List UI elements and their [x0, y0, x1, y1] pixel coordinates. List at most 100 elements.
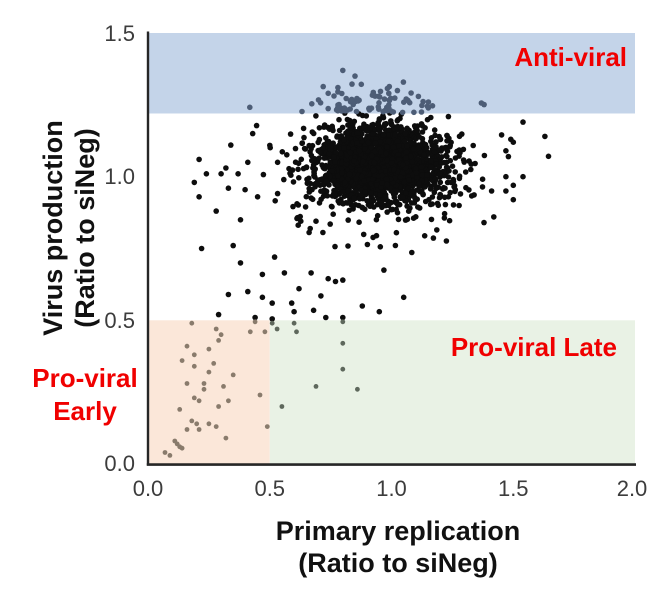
data-point	[334, 182, 341, 188]
data-point	[301, 145, 308, 152]
data-point	[386, 105, 392, 112]
data-point	[364, 198, 370, 204]
data-point	[309, 101, 315, 107]
data-point	[300, 125, 307, 132]
data-point	[323, 172, 329, 179]
data-point	[367, 125, 373, 131]
data-point	[313, 218, 319, 224]
data-point	[313, 113, 319, 119]
data-point	[384, 157, 391, 164]
data-point	[402, 130, 409, 137]
data-point	[310, 164, 317, 171]
data-point	[330, 127, 336, 134]
data-point	[491, 214, 497, 220]
data-point	[230, 242, 236, 249]
data-point	[340, 319, 346, 325]
data-point	[380, 132, 387, 138]
data-point	[363, 113, 370, 119]
data-point	[419, 102, 425, 109]
data-point	[403, 149, 410, 155]
data-point	[403, 96, 410, 102]
data-point	[399, 194, 406, 200]
data-point	[352, 73, 358, 79]
data-point	[359, 204, 366, 211]
data-point	[179, 358, 185, 363]
data-point	[299, 140, 305, 147]
data-point	[342, 179, 348, 186]
data-point	[281, 176, 287, 183]
data-point	[343, 160, 350, 167]
data-point	[463, 184, 469, 191]
data-point	[191, 179, 198, 186]
data-point	[373, 216, 380, 223]
data-point	[249, 130, 256, 137]
data-point	[390, 144, 397, 151]
data-point	[269, 300, 276, 306]
data-point	[340, 340, 346, 346]
data-point	[320, 188, 326, 195]
data-point	[362, 189, 368, 195]
data-point	[462, 169, 469, 175]
data-point	[344, 187, 351, 194]
data-point	[429, 103, 436, 109]
data-point	[382, 121, 388, 127]
data-point	[436, 171, 443, 177]
data-point	[340, 201, 346, 207]
data-point	[478, 100, 485, 106]
data-point	[296, 175, 302, 181]
pro-viral-early-label-line2: Early	[53, 396, 117, 426]
data-point	[356, 147, 363, 154]
data-point	[198, 245, 205, 252]
data-point	[428, 158, 434, 164]
data-point	[450, 178, 457, 185]
data-point	[269, 316, 276, 322]
data-point	[457, 191, 464, 197]
data-point	[377, 139, 384, 145]
data-point	[247, 329, 253, 335]
data-point	[318, 196, 324, 203]
data-point	[410, 146, 417, 152]
data-point	[383, 150, 389, 157]
data-point	[347, 117, 353, 124]
data-point	[503, 188, 509, 194]
data-point	[191, 352, 197, 358]
data-point	[294, 329, 299, 335]
data-point	[424, 144, 430, 151]
data-point	[310, 307, 317, 314]
data-point	[290, 179, 297, 185]
data-point	[360, 231, 367, 238]
data-point	[412, 196, 419, 202]
data-point	[346, 171, 353, 178]
data-point	[375, 93, 382, 100]
data-point	[503, 148, 509, 154]
data-point	[324, 193, 331, 199]
data-point	[392, 242, 399, 249]
data-point	[393, 229, 400, 236]
data-point	[335, 89, 341, 95]
data-point	[372, 140, 379, 147]
data-point	[370, 167, 377, 174]
data-point	[359, 303, 366, 309]
data-point	[361, 154, 368, 161]
data-point	[351, 118, 358, 125]
x-axis-title-line2: (Ratio to siNeg)	[298, 548, 498, 578]
data-point	[271, 254, 278, 260]
data-point	[429, 194, 436, 200]
data-point	[418, 109, 425, 115]
data-point	[384, 144, 390, 150]
data-point	[310, 157, 317, 164]
data-point	[287, 170, 293, 177]
data-point	[424, 116, 431, 123]
data-point	[184, 343, 190, 349]
data-point	[437, 136, 444, 143]
data-point	[330, 211, 337, 217]
data-point	[307, 225, 314, 232]
data-point	[196, 398, 202, 404]
data-point	[423, 156, 430, 162]
data-point	[223, 165, 229, 171]
data-point	[206, 421, 212, 427]
data-point	[304, 180, 311, 187]
x-tick-0.0: 0.0	[133, 476, 164, 501]
data-point	[368, 152, 375, 159]
data-point	[403, 198, 409, 204]
